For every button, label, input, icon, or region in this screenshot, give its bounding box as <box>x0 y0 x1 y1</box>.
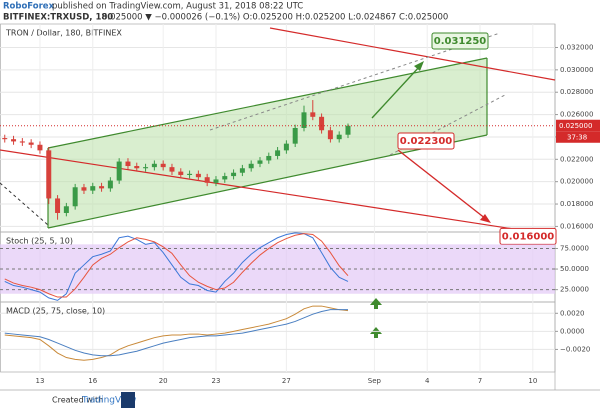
candle-body <box>231 172 237 177</box>
candle-body <box>107 180 113 189</box>
candle-body <box>327 130 333 140</box>
pane-title: MACD (25, 75, close, 10) <box>6 307 105 316</box>
callout-label: 0.022300 <box>400 136 453 147</box>
indicator-line <box>4 233 349 298</box>
candle-body <box>275 150 281 156</box>
y-tick-label: 0.022000 <box>560 155 593 163</box>
candle-body <box>178 171 184 175</box>
callout-box <box>431 32 489 50</box>
candle-body <box>90 186 96 191</box>
candle-body <box>169 167 175 172</box>
y-tick-label: 0.032000 <box>560 43 593 51</box>
countdown-label: 37:38 <box>567 133 587 141</box>
candle-body <box>336 134 342 140</box>
publisher: RoboForex <box>3 2 55 12</box>
candle-body <box>134 166 140 169</box>
indicator-line <box>4 309 348 357</box>
x-tick-label: 13 <box>35 377 44 385</box>
candle-body <box>125 161 131 167</box>
candle-body <box>345 125 351 135</box>
y-tick-label: 0.0020 <box>560 309 585 317</box>
y-tick-label: 75.0000 <box>560 244 589 252</box>
pane: −0.0020 0.0000 0.0020 MACD (25, 75, close, … <box>0 305 590 361</box>
y-tick-label: 25.0000 <box>560 286 589 294</box>
x-tick-label: 23 <box>212 377 221 385</box>
candle-body <box>81 187 87 191</box>
logo <box>121 392 135 408</box>
y-tick-label: 0.020000 <box>560 178 593 186</box>
candle-body <box>55 198 61 213</box>
callout-label: 0.031250 <box>434 36 487 47</box>
candle-body <box>292 128 298 144</box>
candle-body <box>160 163 166 168</box>
candle-body <box>99 186 105 189</box>
candle-body <box>213 179 219 183</box>
candle-body <box>37 144 43 151</box>
candle-body <box>301 112 307 128</box>
y-tick-label: −0.0020 <box>560 345 590 353</box>
candle-body <box>63 206 69 213</box>
quote: 0.025000 ▼ −0.000026 (−0.1%) O:0.025200 … <box>102 13 448 23</box>
callout-box <box>397 132 455 150</box>
candle-body <box>151 163 157 168</box>
candle-body <box>72 187 78 207</box>
candle-body <box>319 116 325 131</box>
y-tick-label: 0.028000 <box>560 88 593 96</box>
y-tick-label: 0.030000 <box>560 66 593 74</box>
candle-body <box>187 173 193 175</box>
candle-body <box>46 150 52 199</box>
x-tick-label: 4 <box>425 377 430 385</box>
x-tick-label: 7 <box>478 377 482 385</box>
y-tick-label: 0.0000 <box>560 327 585 335</box>
y-tick-label: 0.026000 <box>560 111 593 119</box>
y-tick-label: 50.0000 <box>560 265 589 273</box>
footer-created: Created with <box>52 396 103 405</box>
candle-body <box>204 177 210 183</box>
candle-body <box>28 142 34 145</box>
candle-body <box>195 173 201 178</box>
candle-body <box>239 168 245 173</box>
candle-body <box>310 112 316 117</box>
countdown-box <box>556 131 600 143</box>
candle-body <box>143 167 149 169</box>
x-tick-label: 27 <box>282 377 291 385</box>
candle-body <box>248 163 254 169</box>
footer-brand: TradingView <box>81 396 136 406</box>
candle-body <box>2 138 8 140</box>
pane-title: Stoch (25, 5, 10) <box>6 237 73 246</box>
candle-body <box>19 141 25 143</box>
candle-body <box>283 143 289 151</box>
last-price-box <box>556 119 600 132</box>
symbol: BITFINEX:TRXUSD, 180 <box>3 13 113 23</box>
published-info: published on TradingView.com, August 31,… <box>52 2 303 12</box>
pane-title: TRON / Dollar, 180, BITFINEX <box>5 29 122 38</box>
candle-body <box>257 160 263 164</box>
x-tick-label: 20 <box>159 377 168 385</box>
y-tick-label: 0.016000 <box>560 222 593 230</box>
drawings <box>0 27 556 338</box>
x-tick-label: Sep <box>368 377 382 385</box>
x-tick-label: 16 <box>88 377 97 385</box>
candle-body <box>266 155 272 161</box>
pane: 25.0000 50.0000 75.0000 Stoch (25, 5, 10) <box>0 232 589 301</box>
candle-body <box>222 176 228 180</box>
candles <box>2 100 351 220</box>
callout-label: 0.016000 <box>502 231 555 242</box>
candle-body <box>11 139 17 142</box>
y-tick-label: 0.018000 <box>560 200 593 208</box>
indicator-line <box>4 305 349 361</box>
last-price-label: 0.025000 <box>559 122 592 130</box>
candle-body <box>116 161 122 181</box>
x-tick-label: 10 <box>528 377 537 385</box>
